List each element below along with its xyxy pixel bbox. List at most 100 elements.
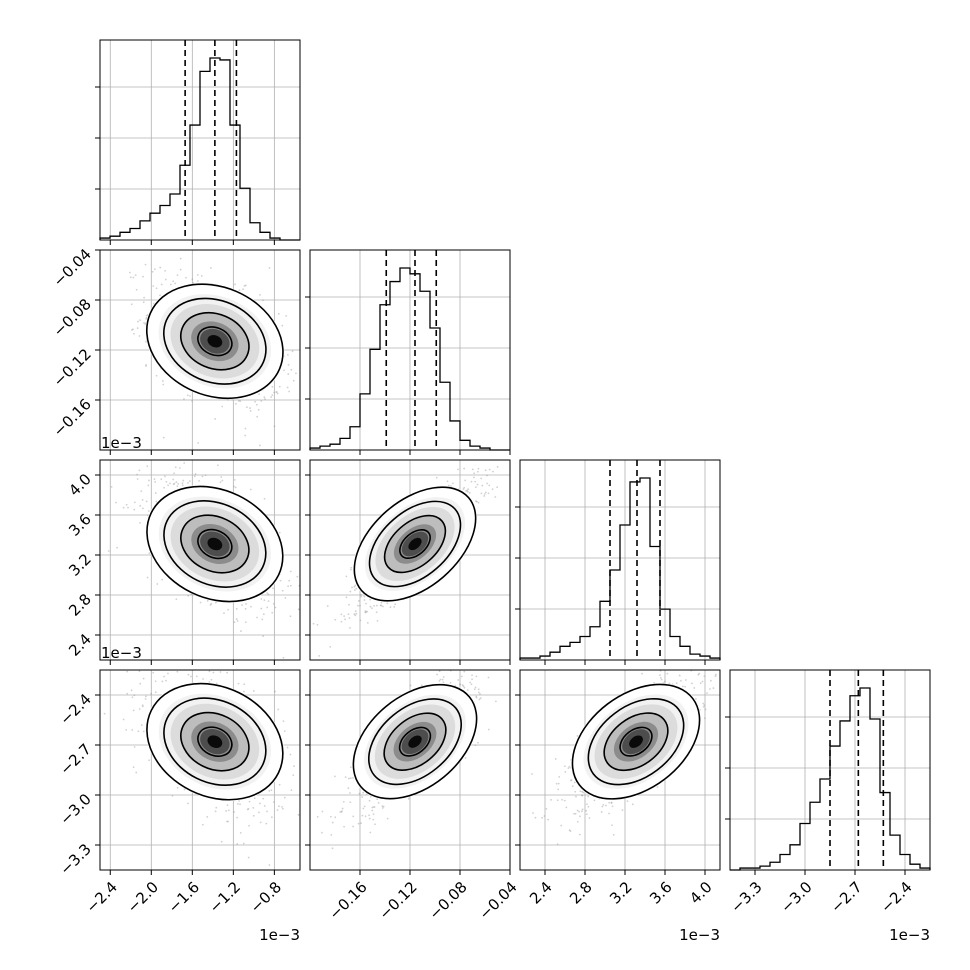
sample-point: [245, 603, 247, 605]
sample-point: [258, 811, 260, 814]
sample-point: [435, 476, 438, 479]
sample-point: [258, 802, 261, 805]
sample-point: [283, 796, 286, 799]
sample-point: [283, 369, 285, 372]
sample-point: [462, 488, 465, 491]
sample-point: [393, 606, 396, 608]
panel-frame: [309, 459, 511, 661]
sample-point: [244, 427, 247, 430]
sample-point: [179, 268, 182, 271]
sample-point: [678, 649, 680, 651]
sample-point: [286, 746, 289, 749]
sample-point: [272, 587, 274, 590]
sample-point: [550, 798, 553, 801]
sample-point: [258, 393, 260, 396]
sample-point: [116, 546, 118, 549]
sample-point: [236, 802, 239, 805]
sample-point: [357, 604, 359, 607]
sample-point: [477, 467, 480, 470]
sample-point: [141, 499, 144, 501]
sample-point: [142, 275, 144, 278]
sample-point: [477, 688, 480, 691]
sample-point: [279, 579, 282, 582]
y-tick-label: −3.3: [56, 840, 94, 878]
histogram-step: [99, 57, 300, 241]
sample-point: [286, 386, 289, 389]
sample-point: [475, 695, 478, 698]
sample-point: [233, 621, 236, 624]
sample-point: [373, 605, 375, 607]
sample-point: [225, 810, 227, 812]
sample-point: [177, 483, 180, 485]
sample-point: [375, 604, 378, 607]
sample-point: [137, 320, 139, 323]
sample-point: [483, 493, 486, 495]
contour-line: [383, 712, 447, 771]
sample-point: [262, 613, 265, 616]
sample-point: [491, 457, 493, 459]
sample-point: [242, 288, 244, 291]
sample-point: [340, 620, 343, 623]
sample-point: [468, 491, 471, 494]
sample-point: [142, 507, 144, 510]
sample-point: [349, 801, 352, 804]
sample-point: [481, 484, 484, 487]
sample-point: [285, 315, 288, 317]
panel-contents: [100, 670, 300, 870]
sample-point: [347, 613, 350, 616]
sample-point: [126, 670, 129, 673]
sample-point: [262, 635, 265, 638]
sample-point: [244, 621, 247, 624]
panel-frame: [99, 459, 301, 661]
sample-point: [130, 303, 133, 306]
y-tick-label: −0.12: [50, 345, 95, 390]
sample-point: [293, 765, 295, 767]
sample-point: [208, 670, 211, 673]
contour-line: [146, 485, 284, 603]
sample-point: [366, 622, 369, 624]
sample-point: [282, 656, 285, 659]
sample-point: [296, 575, 299, 578]
sample-point: [320, 583, 322, 585]
sample-point: [142, 301, 145, 304]
sample-point: [254, 400, 257, 403]
sample-point: [153, 478, 156, 480]
sample-point: [379, 604, 382, 607]
sample-point: [377, 801, 380, 804]
sample-point: [233, 811, 235, 813]
sample-point: [275, 391, 278, 394]
y-tick-label: 3.6: [65, 510, 95, 540]
sample-point: [169, 283, 172, 286]
sample-point: [368, 817, 371, 820]
sample-point: [462, 685, 465, 688]
sample-point: [186, 394, 189, 397]
sample-point: [139, 504, 142, 507]
sample-point: [161, 578, 164, 581]
panel-contents: [100, 250, 315, 450]
sample-point: [248, 800, 251, 803]
sample-point: [278, 531, 281, 534]
sample-point: [438, 680, 441, 682]
sample-point: [313, 387, 315, 389]
sample-point: [344, 776, 347, 779]
sample-point: [348, 777, 350, 780]
sample-point: [352, 825, 354, 828]
sample-point: [274, 690, 277, 693]
sample-point: [361, 814, 364, 817]
density-fill: [207, 735, 223, 748]
histogram-frame: [729, 669, 931, 871]
sample-point: [155, 374, 158, 377]
sample-point: [564, 771, 567, 773]
sample-point: [136, 478, 139, 480]
contour-line: [352, 683, 478, 800]
sample-point: [267, 600, 270, 603]
sample-point: [141, 705, 144, 708]
density-panel: −2.4 −2.0 −1.6 −1.2 −0.8−3.3−3.0−2.7−2.4: [56, 669, 301, 917]
sample-point: [334, 618, 337, 621]
sample-point: [469, 681, 472, 684]
sample-point: [226, 804, 229, 806]
histogram-panel: [305, 249, 511, 455]
sample-point: [354, 584, 357, 587]
sample-point: [386, 602, 389, 605]
x-tick-label: −2.0: [124, 878, 162, 916]
